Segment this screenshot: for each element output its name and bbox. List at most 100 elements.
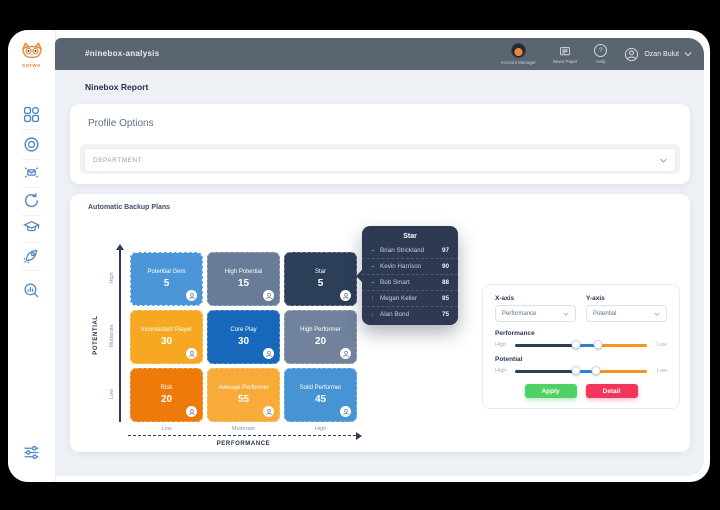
department-strip: DEPARTMENT [80, 144, 680, 174]
ninebox-cell-core-play[interactable]: Core Play 30 [207, 310, 280, 364]
trend-icon: – [371, 247, 375, 254]
person-icon [342, 408, 349, 415]
x-axis-title: PERFORMANCE [216, 441, 271, 447]
rocket-icon [23, 249, 38, 264]
employee-count-badge[interactable] [186, 290, 197, 301]
employee-count-badge[interactable] [340, 348, 351, 359]
chevron-down-icon [563, 312, 569, 316]
potential-slider-label: Potential [495, 356, 523, 363]
y-tick-high: High [109, 272, 115, 284]
channel-title: #ninebox-analysis [85, 49, 160, 58]
employee-score: 75 [441, 311, 449, 318]
sidebar-divider [22, 159, 41, 160]
cell-value: 55 [237, 394, 250, 406]
user-circle-icon [625, 47, 639, 61]
y-axis-line [119, 250, 121, 422]
sidebar-item-launch[interactable] [23, 247, 40, 264]
y-axis-group: Y-axis Potential [586, 295, 667, 322]
ninebox-grid: Potential Gem 5 High Potential 15 Star 5 [130, 252, 357, 422]
news-paper-button[interactable]: News Paper [552, 45, 578, 64]
employee-count-badge[interactable] [186, 348, 197, 359]
detail-button[interactable]: Detail [585, 384, 638, 398]
ninebox-cell-inconsistent-player[interactable]: Inconsistent Player 30 [130, 310, 203, 364]
sidebar-item-filters[interactable] [23, 444, 40, 461]
employee-name: Bob Smart [380, 279, 410, 286]
ninebox-cell-potential-gem[interactable]: Potential Gem 5 [130, 252, 203, 306]
y-axis-arrowhead [116, 244, 124, 250]
slider-handle[interactable] [571, 340, 581, 349]
x-tick-low: Low [161, 426, 172, 432]
ninebox-cell-risk[interactable]: Risk 20 [130, 368, 203, 422]
logo-text: sorwe [22, 63, 41, 69]
dashboard-icon [23, 106, 40, 123]
tooltip-employee-row[interactable]: – Kevin Harrison 90 [362, 259, 458, 275]
history-icon [24, 193, 39, 208]
person-icon [342, 350, 349, 357]
sidebar-item-analytics[interactable] [23, 282, 40, 299]
cell-value: 15 [237, 278, 250, 290]
cell-label: High Performer [300, 326, 341, 333]
apply-button[interactable]: Apply [524, 384, 577, 398]
controls-buttons: Apply Detail [495, 384, 667, 398]
slider-handle[interactable] [593, 340, 603, 349]
slider-handle[interactable] [571, 366, 581, 375]
employee-count-badge[interactable] [263, 290, 274, 301]
news-paper-label: News Paper [552, 58, 578, 64]
axis-controls-panel: X-axis Performance Y-axis Potential [482, 284, 680, 409]
user-menu[interactable]: Ozan Bulut [624, 47, 692, 62]
potential-slider-track[interactable] [515, 366, 647, 375]
ninebox-cell-star[interactable]: Star 5 [284, 252, 357, 306]
sidebar-item-engagement[interactable] [23, 136, 40, 153]
slider-left-label: High [495, 342, 507, 348]
sidebar-item-dashboard[interactable] [23, 106, 40, 123]
tooltip-employee-row[interactable]: ↑ Megan Keller 85 [362, 291, 458, 307]
employee-count-badge[interactable] [340, 406, 351, 417]
slider-right-label: Low [656, 342, 667, 348]
employee-name: Kevin Harrison [380, 263, 422, 270]
x-axis-select[interactable]: Performance [495, 305, 576, 322]
employee-count-badge[interactable] [186, 406, 197, 417]
ninebox-cell-high-potential[interactable]: High Potential 15 [207, 252, 280, 306]
y-tick-low: Low [109, 388, 115, 400]
sidebar-divider [22, 215, 41, 216]
sidebar-item-history[interactable] [23, 192, 40, 209]
x-tick-moderate: Moderate [231, 426, 256, 432]
employee-count-badge[interactable] [263, 406, 274, 417]
help-button[interactable]: ? Help [594, 44, 608, 64]
cell-label: High Potential [224, 268, 263, 275]
profile-options-title: Profile Options [88, 118, 154, 129]
sidebar-item-announcement[interactable] [23, 164, 40, 181]
slider-handle[interactable] [591, 366, 601, 375]
y-axis-select-value: Potential [593, 310, 617, 317]
employee-score: 97 [441, 247, 449, 254]
trend-icon: ↓ [371, 311, 375, 318]
cell-value: 5 [163, 278, 170, 290]
employee-count-badge[interactable] [340, 290, 351, 301]
person-icon [265, 350, 272, 357]
person-icon [265, 408, 272, 415]
app-logo[interactable]: sorwe [8, 42, 55, 69]
filters-icon [24, 445, 39, 460]
cell-value: 45 [314, 394, 327, 406]
sidebar-divider [22, 242, 41, 243]
person-icon [188, 408, 195, 415]
sidebar-divider [22, 129, 41, 130]
performance-slider-label: Performance [495, 330, 535, 337]
employee-count-badge[interactable] [263, 348, 274, 359]
x-axis-line [128, 435, 356, 436]
cell-label: Star [314, 268, 326, 275]
tooltip-employee-row[interactable]: ↓ Alan Bond 75 [362, 307, 458, 322]
y-axis-select[interactable]: Potential [586, 305, 667, 322]
sidebar-item-learning[interactable] [23, 219, 40, 236]
performance-slider-track[interactable] [515, 340, 647, 349]
tooltip-employee-row[interactable]: – Brian Strickland 97 [362, 243, 458, 259]
ninebox-cell-high-performer[interactable]: High Performer 20 [284, 310, 357, 364]
sidebar-divider [22, 187, 41, 188]
ninebox-cell-average-performer[interactable]: Average Performer 55 [207, 368, 280, 422]
tooltip-employee-row[interactable]: – Bob Smart 88 [362, 275, 458, 291]
department-select[interactable]: DEPARTMENT [84, 148, 676, 172]
y-axis-select-label: Y-axis [586, 295, 605, 302]
cell-value: 30 [160, 336, 173, 348]
account-manager-button[interactable]: Account Manager [501, 43, 536, 65]
ninebox-cell-solid-performer[interactable]: Solid Performer 45 [284, 368, 357, 422]
